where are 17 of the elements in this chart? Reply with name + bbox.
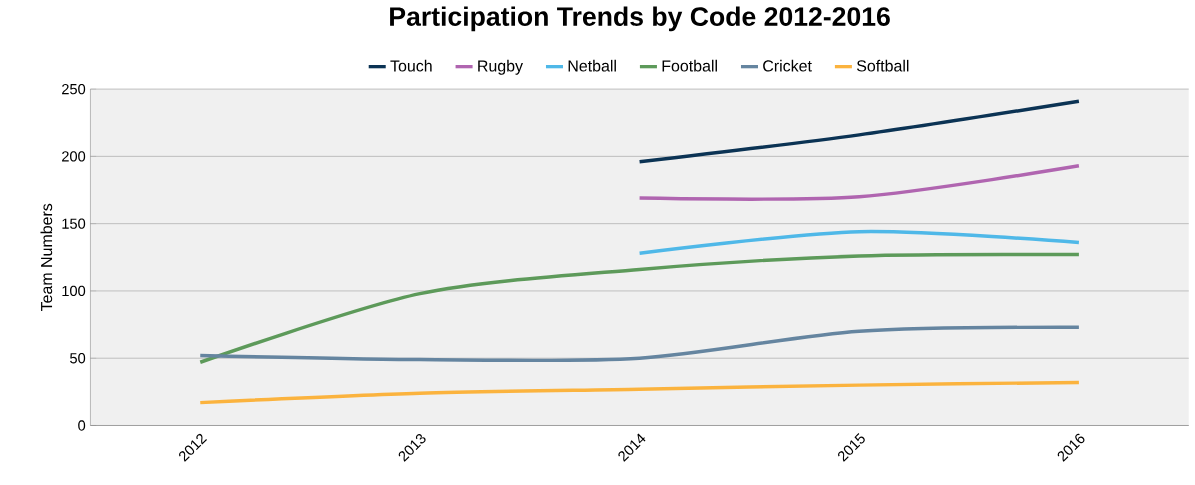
y-axis-title: Team Numbers: [40, 203, 53, 311]
line-series: [198, 380, 1081, 405]
legend-label: Rugby: [478, 59, 523, 75]
legend-label: Netball: [568, 59, 616, 72]
legend-label: Softball: [856, 59, 909, 72]
legend-label: Football: [662, 59, 717, 72]
y-tick-label: 250: [62, 83, 86, 95]
line-series: [198, 325, 1081, 363]
y-tick-label: 200: [62, 151, 86, 162]
legend-label: Touch: [390, 59, 432, 72]
y-tick-label: 0: [78, 420, 86, 431]
y-tick-label: 100: [62, 285, 86, 296]
legend-label: Cricket: [763, 59, 812, 72]
chart-title: Participation Trends by Code 2012-2016: [390, 6, 890, 32]
y-tick-label: 50: [70, 352, 86, 364]
y-tick-label: 150: [62, 218, 86, 229]
line-series: [198, 252, 1081, 364]
